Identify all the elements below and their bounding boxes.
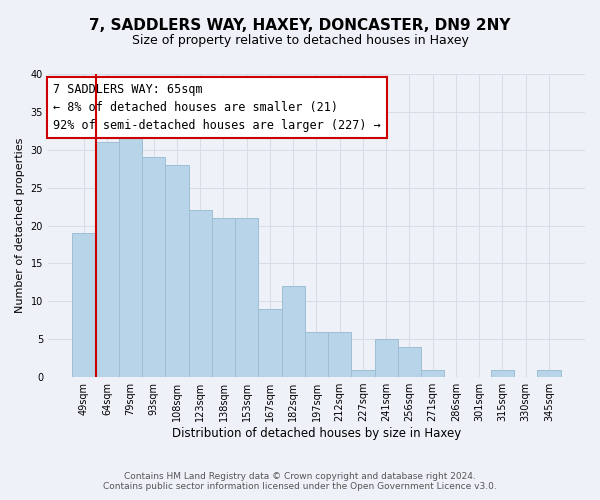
Text: Contains public sector information licensed under the Open Government Licence v3: Contains public sector information licen… bbox=[103, 482, 497, 491]
Bar bbox=[491, 370, 514, 377]
Bar bbox=[235, 218, 259, 377]
Text: Size of property relative to detached houses in Haxey: Size of property relative to detached ho… bbox=[131, 34, 469, 47]
Bar bbox=[95, 142, 119, 377]
Bar bbox=[142, 158, 166, 377]
Bar bbox=[398, 347, 421, 377]
Text: 7 SADDLERS WAY: 65sqm
← 8% of detached houses are smaller (21)
92% of semi-detac: 7 SADDLERS WAY: 65sqm ← 8% of detached h… bbox=[53, 83, 381, 132]
Bar bbox=[259, 309, 281, 377]
Bar bbox=[328, 332, 352, 377]
Bar bbox=[305, 332, 328, 377]
Bar bbox=[73, 233, 95, 377]
X-axis label: Distribution of detached houses by size in Haxey: Distribution of detached houses by size … bbox=[172, 427, 461, 440]
Bar bbox=[119, 134, 142, 377]
Bar bbox=[538, 370, 560, 377]
Bar bbox=[212, 218, 235, 377]
Bar bbox=[352, 370, 374, 377]
Bar bbox=[188, 210, 212, 377]
Y-axis label: Number of detached properties: Number of detached properties bbox=[15, 138, 25, 313]
Bar bbox=[421, 370, 445, 377]
Bar bbox=[166, 165, 188, 377]
Bar bbox=[374, 339, 398, 377]
Bar bbox=[281, 286, 305, 377]
Text: Contains HM Land Registry data © Crown copyright and database right 2024.: Contains HM Land Registry data © Crown c… bbox=[124, 472, 476, 481]
Text: 7, SADDLERS WAY, HAXEY, DONCASTER, DN9 2NY: 7, SADDLERS WAY, HAXEY, DONCASTER, DN9 2… bbox=[89, 18, 511, 32]
